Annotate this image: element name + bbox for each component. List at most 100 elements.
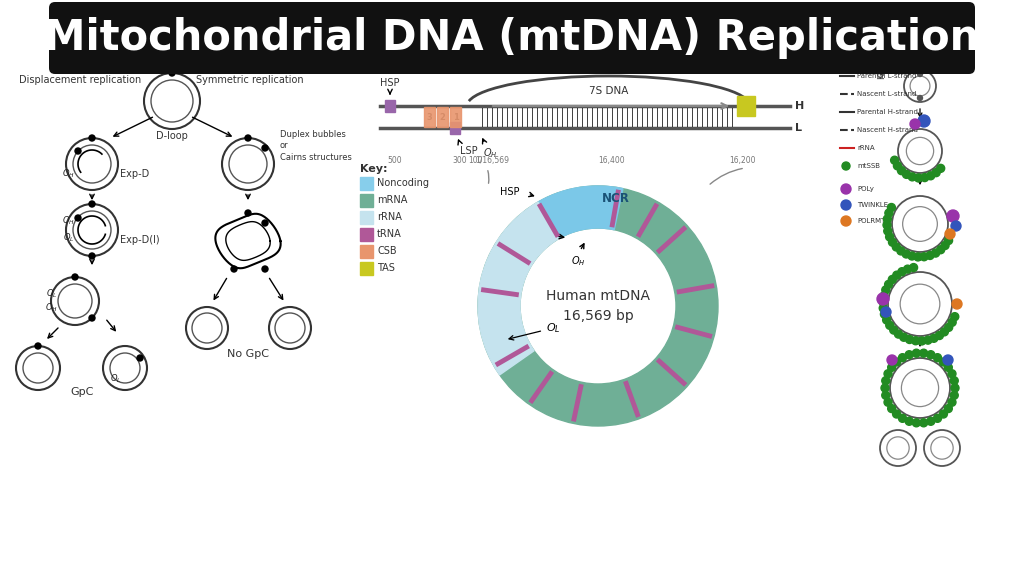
Text: $O_L$: $O_L$ bbox=[110, 373, 122, 385]
Circle shape bbox=[881, 307, 891, 317]
Circle shape bbox=[890, 358, 950, 418]
Circle shape bbox=[884, 398, 892, 406]
Text: $O_H$: $O_H$ bbox=[45, 302, 58, 314]
Text: mtSSB: mtSSB bbox=[857, 163, 880, 169]
Circle shape bbox=[950, 313, 958, 321]
Text: $O_H$: $O_H$ bbox=[483, 146, 498, 160]
Circle shape bbox=[934, 354, 941, 362]
Text: Parental L-strand: Parental L-strand bbox=[857, 73, 916, 79]
Circle shape bbox=[908, 173, 916, 181]
Text: mRNA: mRNA bbox=[377, 195, 408, 205]
Circle shape bbox=[943, 355, 953, 365]
Circle shape bbox=[906, 137, 934, 165]
Circle shape bbox=[897, 247, 905, 255]
Circle shape bbox=[841, 184, 851, 194]
Circle shape bbox=[881, 310, 889, 318]
Bar bbox=[450, 107, 461, 127]
Circle shape bbox=[940, 328, 948, 336]
Text: 500: 500 bbox=[388, 156, 402, 165]
Text: Displacement replication: Displacement replication bbox=[18, 75, 141, 85]
Circle shape bbox=[903, 265, 911, 273]
Circle shape bbox=[884, 227, 892, 235]
Circle shape bbox=[892, 243, 900, 251]
Circle shape bbox=[951, 384, 959, 392]
Circle shape bbox=[918, 337, 926, 345]
Text: POLy: POLy bbox=[857, 186, 873, 192]
Circle shape bbox=[932, 169, 940, 177]
Circle shape bbox=[920, 419, 928, 427]
Circle shape bbox=[918, 96, 923, 100]
Text: GpC: GpC bbox=[71, 387, 93, 397]
Circle shape bbox=[904, 70, 936, 102]
Circle shape bbox=[889, 238, 896, 246]
Circle shape bbox=[75, 215, 81, 221]
Text: tRNA: tRNA bbox=[377, 229, 401, 239]
Circle shape bbox=[930, 334, 938, 342]
Text: D-loop: D-loop bbox=[156, 131, 188, 141]
Circle shape bbox=[941, 241, 949, 249]
Text: 1: 1 bbox=[453, 112, 459, 122]
Circle shape bbox=[911, 337, 920, 345]
Circle shape bbox=[893, 410, 900, 418]
Circle shape bbox=[934, 414, 941, 422]
Circle shape bbox=[880, 292, 888, 300]
Circle shape bbox=[944, 237, 952, 244]
Circle shape bbox=[905, 335, 913, 343]
Text: No GpC: No GpC bbox=[227, 349, 269, 359]
Circle shape bbox=[935, 332, 943, 339]
Circle shape bbox=[888, 404, 896, 412]
Wedge shape bbox=[538, 186, 623, 238]
Circle shape bbox=[884, 370, 892, 378]
Bar bbox=[360, 245, 373, 258]
Circle shape bbox=[952, 299, 962, 309]
Circle shape bbox=[262, 145, 268, 151]
Circle shape bbox=[885, 209, 893, 217]
Text: POLRMT: POLRMT bbox=[857, 218, 886, 224]
Circle shape bbox=[908, 252, 915, 260]
Circle shape bbox=[841, 216, 851, 226]
Circle shape bbox=[944, 404, 952, 412]
Circle shape bbox=[937, 246, 945, 253]
Text: $O_L$: $O_L$ bbox=[63, 232, 75, 244]
Bar bbox=[360, 228, 373, 241]
Text: Human mtDNA
16,569 bp: Human mtDNA 16,569 bp bbox=[546, 289, 650, 323]
Text: 2: 2 bbox=[439, 112, 445, 122]
Circle shape bbox=[885, 281, 893, 289]
Circle shape bbox=[842, 162, 850, 170]
Text: $O_H$: $O_H$ bbox=[570, 254, 586, 268]
Circle shape bbox=[35, 343, 41, 349]
Circle shape bbox=[879, 298, 887, 306]
Circle shape bbox=[927, 172, 935, 180]
Circle shape bbox=[897, 166, 905, 175]
Text: 7S DNA: 7S DNA bbox=[589, 86, 628, 96]
Circle shape bbox=[877, 293, 889, 305]
Circle shape bbox=[945, 229, 955, 239]
Text: Key: Key bbox=[878, 63, 887, 79]
Circle shape bbox=[262, 266, 268, 272]
Text: $O_H$: $O_H$ bbox=[62, 215, 75, 228]
Circle shape bbox=[883, 316, 891, 324]
Circle shape bbox=[880, 430, 916, 466]
Circle shape bbox=[951, 221, 961, 231]
Text: rRNA: rRNA bbox=[857, 145, 874, 151]
Circle shape bbox=[914, 253, 922, 261]
Text: Nascent L-strand: Nascent L-strand bbox=[857, 91, 916, 97]
Text: L: L bbox=[795, 123, 802, 133]
Circle shape bbox=[918, 115, 930, 127]
Text: Exp-D(l): Exp-D(l) bbox=[120, 235, 160, 245]
Circle shape bbox=[169, 70, 175, 76]
Circle shape bbox=[937, 164, 945, 172]
Circle shape bbox=[245, 135, 251, 141]
Circle shape bbox=[894, 330, 902, 338]
Circle shape bbox=[945, 323, 952, 331]
Circle shape bbox=[898, 414, 906, 422]
Text: HSP: HSP bbox=[380, 78, 399, 88]
Circle shape bbox=[137, 355, 143, 361]
Circle shape bbox=[75, 148, 81, 154]
Circle shape bbox=[887, 437, 909, 459]
Circle shape bbox=[881, 384, 889, 392]
Circle shape bbox=[909, 264, 918, 271]
Text: Nascent H-strand: Nascent H-strand bbox=[857, 127, 918, 133]
Circle shape bbox=[882, 286, 890, 294]
Circle shape bbox=[887, 355, 897, 365]
